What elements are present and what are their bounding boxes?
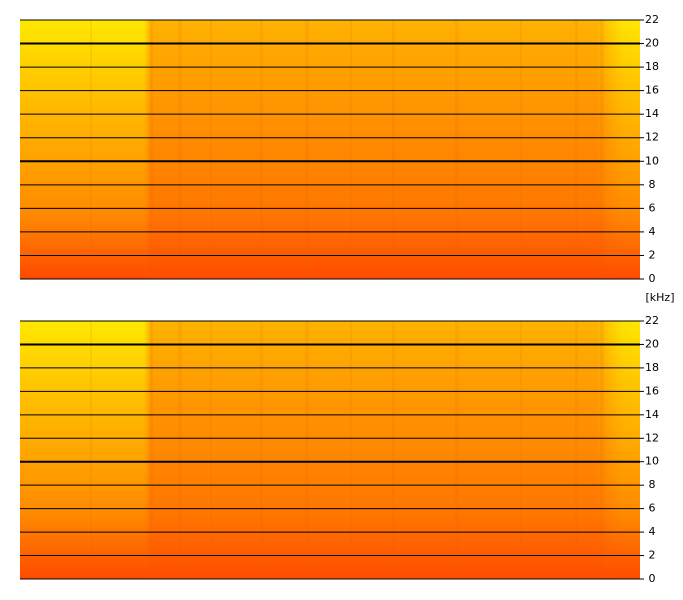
y-tick-label: 22 — [645, 13, 659, 26]
streak — [178, 20, 182, 279]
streak — [392, 20, 395, 279]
y-tick-label: 2 — [649, 549, 656, 562]
streak — [260, 321, 263, 579]
streak — [575, 321, 578, 579]
y-tick-label: 8 — [649, 478, 656, 491]
spectrogram-shade — [20, 20, 640, 279]
y-tick-label: 12 — [645, 131, 659, 144]
y-tick-label: 16 — [645, 384, 659, 397]
y-tick-label: 2 — [649, 248, 656, 261]
streak — [305, 20, 309, 279]
y-tick-label: 12 — [645, 431, 659, 444]
y-tick-label: 6 — [649, 201, 656, 214]
streak — [260, 20, 263, 279]
y-tick-label: 0 — [649, 272, 656, 285]
y-tick-label: 10 — [645, 154, 659, 167]
streak — [305, 321, 309, 579]
y-tick-label: 14 — [645, 408, 659, 421]
streak — [455, 20, 459, 279]
y-tick-label: 4 — [649, 525, 656, 538]
y-tick-label: 22 — [645, 314, 659, 327]
y-tick-label: 18 — [645, 60, 659, 73]
streak — [150, 321, 153, 579]
y-tick-label: 8 — [649, 178, 656, 191]
spectrogram-shade — [20, 321, 640, 579]
streak — [600, 321, 604, 579]
streak — [600, 20, 604, 279]
streak — [210, 321, 212, 579]
streak — [455, 321, 459, 579]
y-tick-label: 18 — [645, 361, 659, 374]
y-tick-label: 14 — [645, 107, 659, 120]
streak — [392, 321, 395, 579]
y-tick-label: 6 — [649, 502, 656, 515]
y-tick-label: 0 — [649, 572, 656, 585]
streak — [350, 20, 352, 279]
streak — [90, 321, 92, 579]
streak — [520, 20, 522, 279]
streak — [150, 20, 153, 279]
streak — [210, 20, 212, 279]
streak — [350, 321, 352, 579]
streak — [575, 20, 578, 279]
y-tick-label: 20 — [645, 337, 659, 350]
y-tick-label: 16 — [645, 84, 659, 97]
y-tick-label: 20 — [645, 37, 659, 50]
streak — [178, 321, 182, 579]
streak — [520, 321, 522, 579]
y-tick-label: 4 — [649, 225, 656, 238]
y-tick-label: 10 — [645, 455, 659, 468]
streak — [90, 20, 92, 279]
axis-unit: [kHz] — [646, 291, 675, 304]
